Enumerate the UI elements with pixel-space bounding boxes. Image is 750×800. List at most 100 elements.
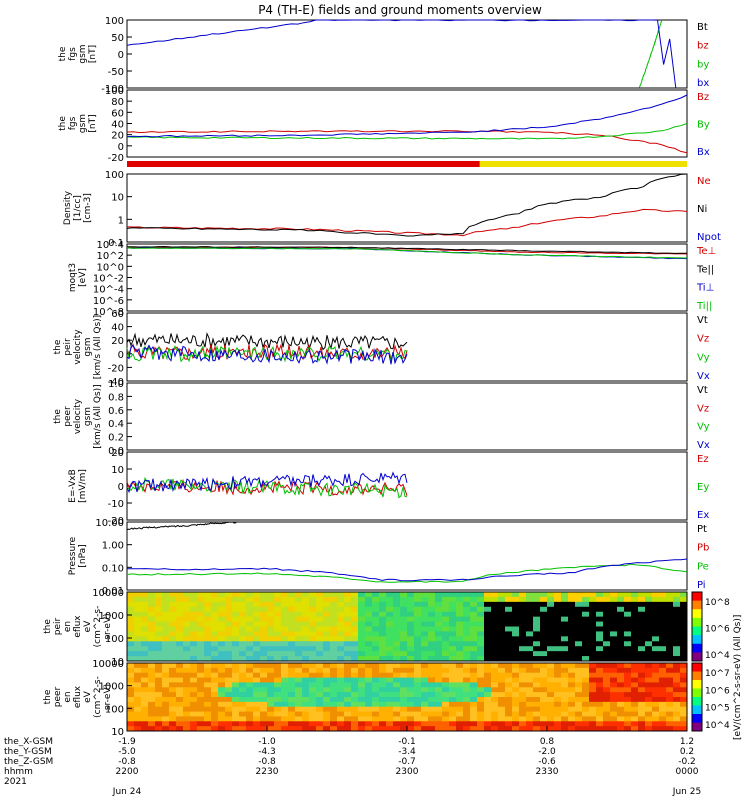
spectrogram-cell (407, 726, 415, 732)
spectrogram-cell (638, 596, 646, 603)
series-line-Vt (126, 332, 408, 351)
spectrogram-cell (169, 692, 177, 698)
spectrogram-cell (554, 651, 562, 657)
spectrogram-cell (561, 641, 569, 647)
spectrogram-cell (330, 646, 338, 652)
spectrogram-cell (281, 636, 289, 642)
y-tick-label: 10^-8 (93, 307, 124, 318)
spectrogram-cell (204, 636, 212, 642)
spectrogram-cell (610, 646, 618, 652)
spectrogram-cell (596, 616, 604, 623)
spectrogram-cell (232, 626, 240, 632)
spectrogram-cell (652, 682, 660, 688)
spectrogram-cell (505, 692, 513, 698)
spectrogram-cell (127, 611, 135, 618)
spectrogram-cell (442, 677, 450, 683)
spectrogram-cell (155, 606, 163, 613)
spectrogram-cell (477, 716, 485, 722)
spectrogram-cell (379, 682, 387, 688)
spectrogram-cell (477, 656, 485, 662)
spectrogram-cell (680, 682, 688, 688)
spectrogram-cell (267, 726, 275, 732)
spectrogram-cell (141, 641, 149, 647)
y-axis-label: [nT] (88, 114, 98, 132)
spectrogram-cell (442, 672, 450, 679)
spectrogram-cell (267, 692, 275, 698)
spectrogram-cell (442, 616, 450, 623)
spectrogram-cell (463, 596, 471, 603)
spectrogram-cell (540, 726, 548, 732)
spectrogram-cell (155, 651, 163, 657)
spectrogram-cell (484, 611, 492, 618)
series-line-Ne (126, 208, 688, 237)
spectrogram-cell (414, 592, 422, 598)
spectrogram-cell (589, 641, 597, 647)
spectrogram-cell (204, 616, 212, 623)
spectrogram-cell (554, 616, 562, 623)
spectrogram-cell (680, 601, 688, 608)
spectrogram-cell (379, 601, 387, 608)
spectrogram-cell (337, 636, 345, 642)
spectrogram-cell (267, 616, 275, 623)
spectrogram-cell (414, 601, 422, 608)
spectrogram-cell (246, 726, 254, 732)
spectrogram-cell (470, 692, 478, 698)
spectrogram-cell (407, 616, 415, 623)
spectrogram-cell (309, 626, 317, 632)
y-tick-label: 0.0 (108, 446, 124, 457)
spectrogram-cell (148, 606, 156, 613)
legend-Vy: Vy (697, 422, 710, 433)
spectrogram-cell (498, 682, 506, 688)
spectrogram-cell (330, 641, 338, 647)
spectrogram-cell (659, 601, 667, 608)
spectrogram-cell (351, 646, 359, 652)
spectrogram-cell (162, 687, 170, 693)
spectrogram-cell (162, 697, 170, 703)
spectrogram-cell (645, 677, 653, 683)
spectrogram-cell (281, 651, 289, 657)
spectrogram-cell (533, 596, 541, 603)
spectrogram-cell (582, 667, 590, 674)
spectrogram-cell (295, 616, 303, 623)
spectrogram-cell (358, 721, 366, 727)
spectrogram-cell (344, 687, 352, 693)
spectrogram-cell (239, 721, 247, 727)
spectrogram-cell (400, 716, 408, 722)
spectrogram-cell (169, 611, 177, 618)
spectrogram-cell (372, 663, 380, 669)
spectrogram-cell (316, 687, 324, 693)
spectrogram-cell (568, 663, 576, 669)
spectrogram-cell (463, 626, 471, 632)
spectrogram-cell (302, 667, 310, 674)
spectrogram-cell (582, 656, 590, 662)
spectrogram-cell (351, 626, 359, 632)
spectrogram-cell (666, 672, 674, 679)
spectrogram-cell (526, 697, 534, 703)
spectrogram-cell (617, 596, 625, 603)
spectrogram-cell (652, 656, 660, 662)
spectrogram-cell (316, 667, 324, 674)
spectrogram-cell (211, 677, 219, 683)
spectrogram-cell (645, 616, 653, 623)
spectrogram-cell (491, 601, 499, 608)
spectrogram-cell (127, 626, 135, 632)
spectrogram-cell (666, 626, 674, 632)
spectrogram-cell (267, 611, 275, 618)
spectrogram-cell (435, 621, 443, 627)
series-line-By (126, 122, 688, 140)
spectrogram-cell (575, 692, 583, 698)
spectrogram-cell (484, 677, 492, 683)
spectrogram-cell (330, 677, 338, 683)
spectrogram-cell (624, 611, 632, 618)
spectrogram-cell (617, 687, 625, 693)
y-axis-label: en (63, 621, 73, 632)
spectrogram-cell (470, 711, 478, 717)
spectrogram-cell (414, 711, 422, 717)
spectrogram-cell (127, 621, 135, 627)
spectrogram-cell (526, 626, 534, 632)
spectrogram-cell (449, 687, 457, 693)
spectrogram-cell (281, 626, 289, 632)
spectrogram-cell (421, 697, 429, 703)
spectrogram-cell (190, 611, 198, 618)
